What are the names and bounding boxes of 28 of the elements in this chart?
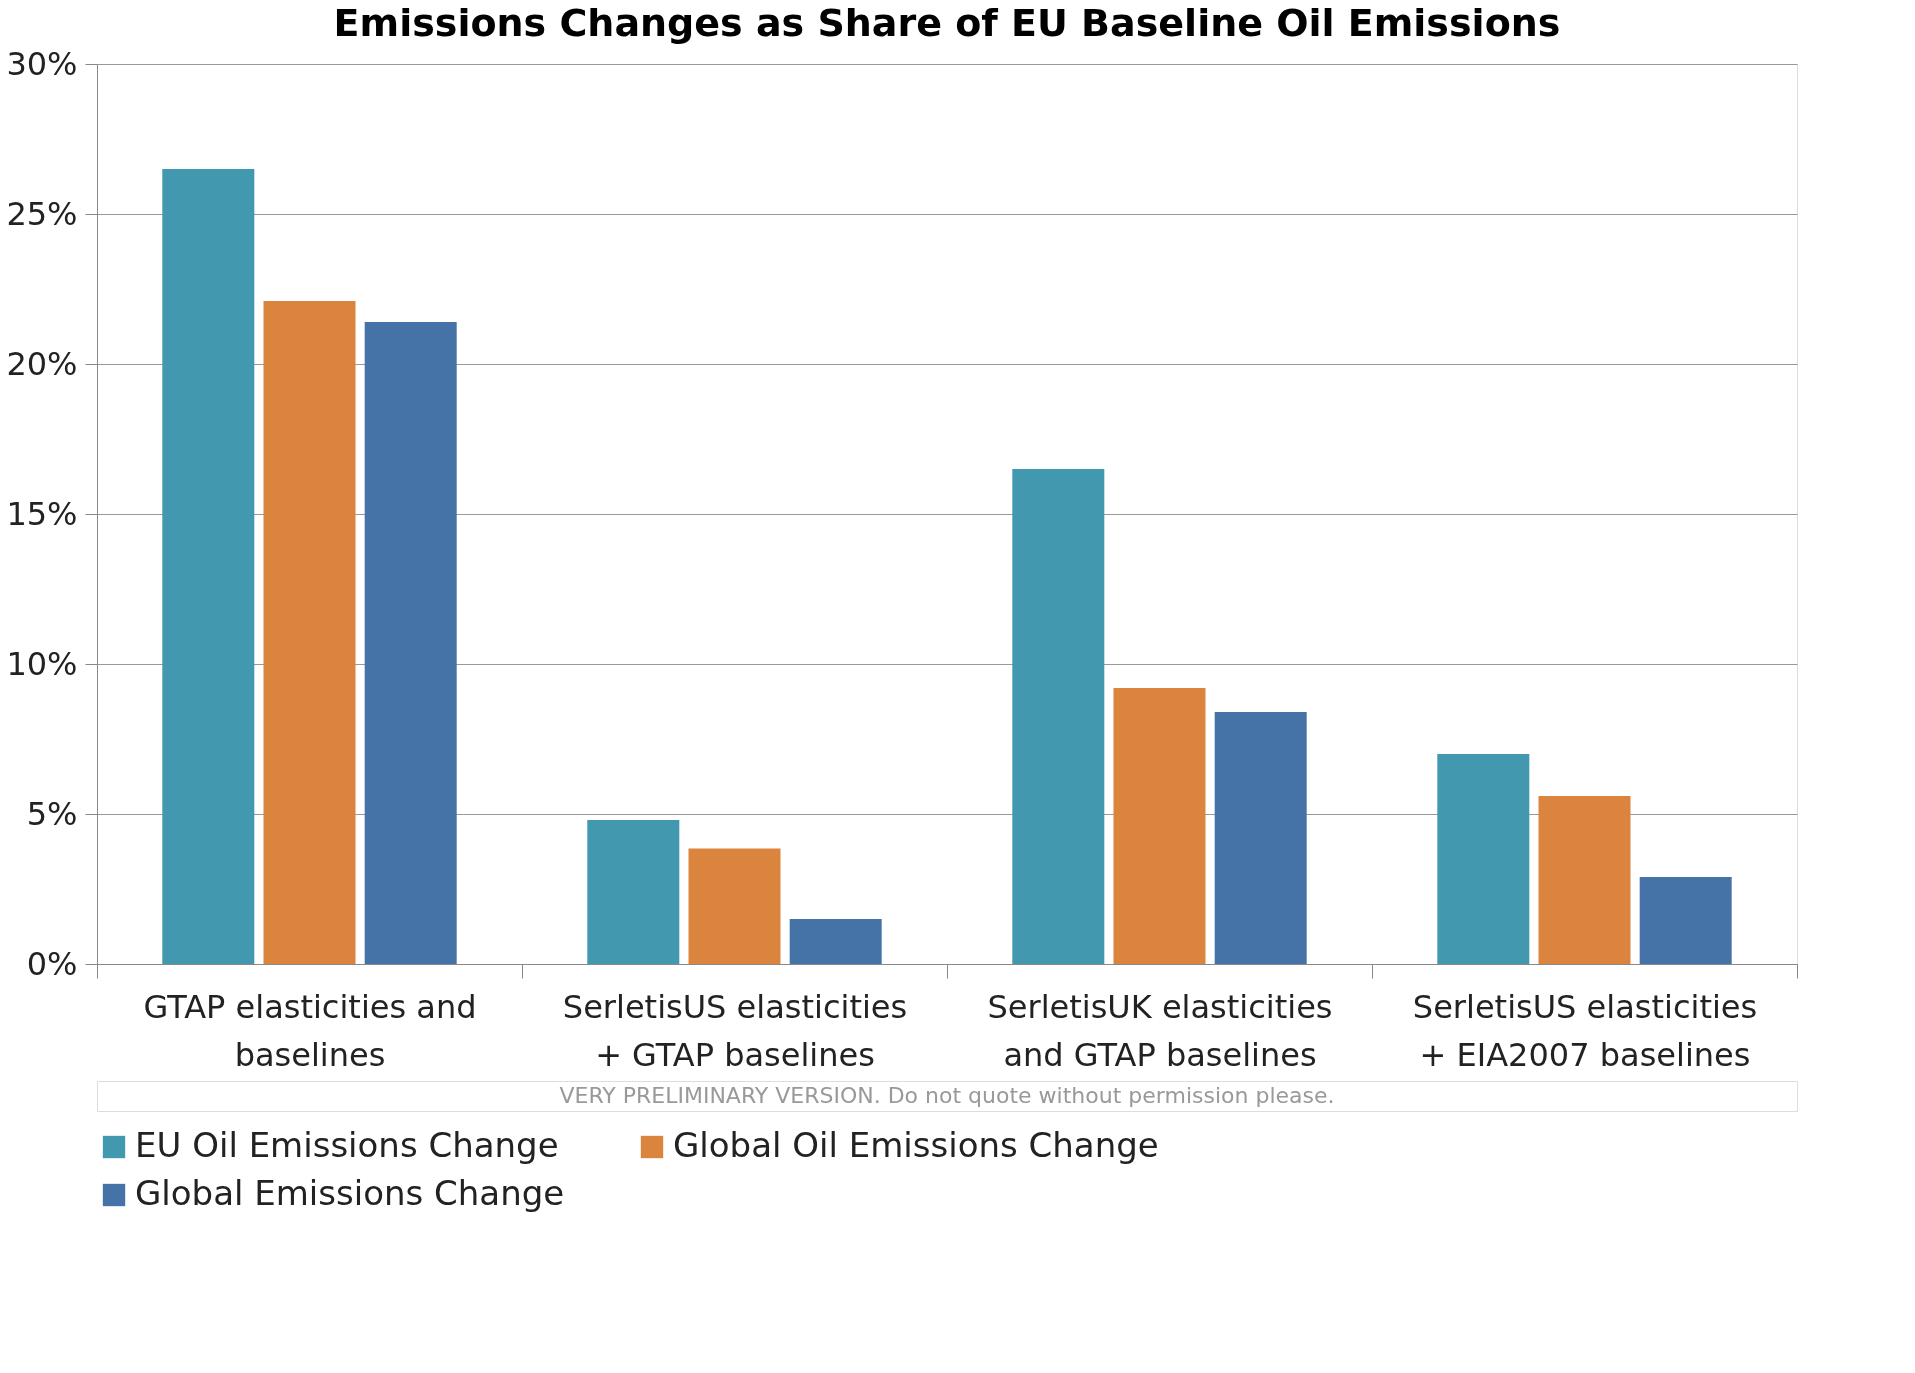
text: VERY PRELIMINARY VERSION. Do not quote without permission please. xyxy=(559,1083,1335,1108)
bar xyxy=(263,301,356,964)
x-tick-label: SerletisUS elasticities + EIA2007 baselines xyxy=(1412,987,1758,1074)
bar xyxy=(688,848,781,964)
bar xyxy=(1437,754,1530,964)
legend-label: Global Oil Emissions Change xyxy=(673,1125,1159,1165)
bar xyxy=(1012,469,1105,964)
x-tick-label: SerletisUK elasticities and GTAP baselines xyxy=(987,987,1333,1074)
legend-label: EU Oil Emissions Change xyxy=(135,1125,559,1165)
bar xyxy=(1113,688,1206,964)
y-tick-label: 5% xyxy=(26,794,78,833)
y-tick-label: 25% xyxy=(6,194,78,233)
y-tick-label: 10% xyxy=(6,644,78,683)
bar xyxy=(364,322,457,964)
bar xyxy=(1639,877,1732,964)
y-tick-label: 30% xyxy=(6,44,78,83)
y-tick-label: 0% xyxy=(26,944,78,983)
bar xyxy=(789,919,882,964)
y-tick-label: 15% xyxy=(6,494,78,533)
bar xyxy=(1214,712,1307,964)
x-tick-label: SerletisUS elasticities + GTAP baselines xyxy=(562,987,908,1074)
bar xyxy=(162,169,255,964)
y-tick-label: 20% xyxy=(6,344,78,383)
bar xyxy=(587,820,680,964)
bar xyxy=(1538,796,1631,964)
chart-title: Emissions Changes as Share of EU Baseline Oil Emissions xyxy=(333,1,1561,45)
x-tick-label: GTAP elasticities and baselines xyxy=(143,987,477,1074)
legend-label: Global Emissions Change xyxy=(135,1173,565,1213)
